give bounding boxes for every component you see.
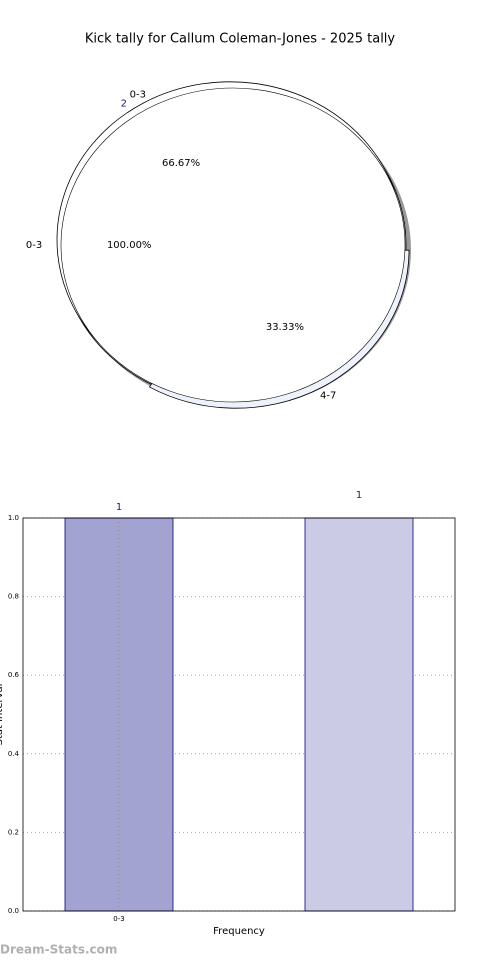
pie-title: Kick tally for Callum Coleman-Jones - 20… [85, 32, 396, 47]
x-axis-label: Frequency [213, 926, 265, 937]
x-tick-label: 0-3 [113, 915, 124, 923]
bar-value-label: 1 [116, 502, 122, 513]
annotation: 2 [121, 98, 127, 109]
plot-frame [22, 517, 456, 912]
y-tick-label: 0.6 [8, 671, 20, 679]
slice-label: 0-3 [130, 89, 146, 100]
inner-label: 0-3 [26, 240, 42, 251]
y-tick-label: 0.2 [8, 828, 19, 836]
slice-value-label: 33.33% [266, 322, 304, 333]
bar [304, 517, 414, 912]
y-tick-label: 0.8 [8, 593, 19, 601]
y-tick-label: 0.4 [8, 750, 20, 758]
bar-value-label: 1 [356, 490, 362, 501]
y-tick-label: 1.0 [8, 514, 19, 522]
slice-value-label: 66.67% [162, 158, 200, 169]
y-axis-label: Stat Interval [0, 684, 5, 746]
watermark: Dream-Stats.com [0, 943, 117, 957]
y-tick-label: 0.0 [8, 907, 19, 915]
slice-label: 4-7 [320, 391, 336, 402]
inner-value-label: 100.00% [107, 240, 152, 251]
inner-overlay [60, 87, 406, 403]
